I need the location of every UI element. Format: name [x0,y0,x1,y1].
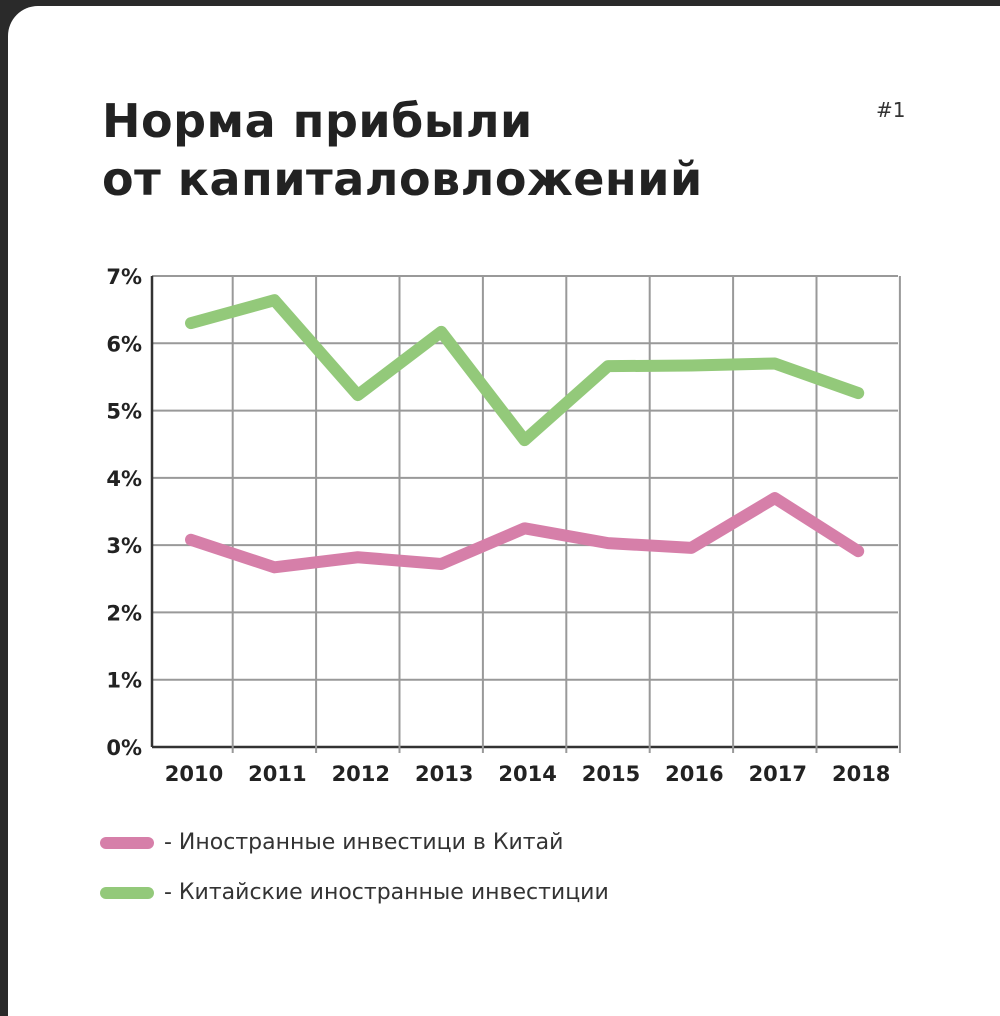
x-tick-label: 2017 [749,762,807,786]
legend-swatch-green [100,887,154,899]
x-tick-label: 2011 [248,762,306,786]
y-tick-label: 7% [106,265,142,289]
y-tick-label: 1% [106,669,142,693]
x-tick-label: 2018 [832,762,890,786]
y-tick-label: 3% [106,534,142,558]
y-tick-label: 4% [106,467,142,491]
series-line-1 [191,300,858,440]
x-tick-label: 2014 [498,762,556,786]
x-tick-label: 2010 [165,762,223,786]
x-tick-label: 2013 [415,762,473,786]
legend-swatch-pink [100,837,154,849]
y-tick-label: 2% [106,601,142,625]
y-tick-label: 6% [106,332,142,356]
legend-item-chinese-foreign: - Китайские иностранные инвестиции [100,880,609,905]
x-tick-label: 2012 [332,762,390,786]
x-tick-label: 2015 [582,762,640,786]
x-tick-label: 2016 [665,762,723,786]
legend-item-foreign-in-china: - Иностранные инвестици в Китай [100,830,563,855]
legend-label: - Китайские иностранные инвестиции [164,880,609,905]
series-line-0 [191,498,858,567]
y-tick-label: 0% [106,736,142,760]
legend-label: - Иностранные инвестици в Китай [164,830,563,855]
y-tick-label: 5% [106,400,142,424]
